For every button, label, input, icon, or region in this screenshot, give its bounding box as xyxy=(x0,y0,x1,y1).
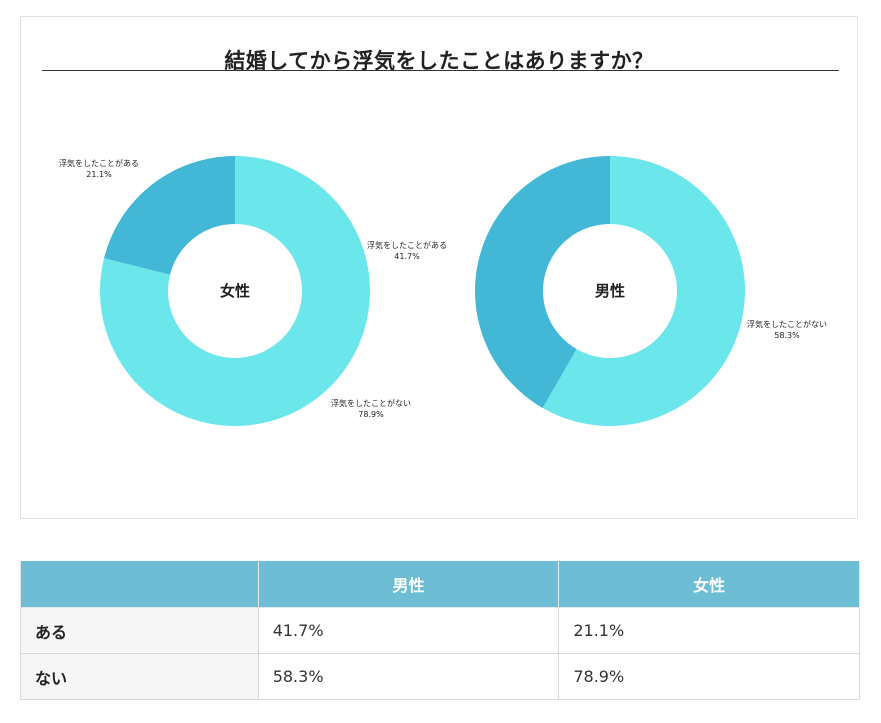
female-slice-label-aru: 浮気をしたことがある xyxy=(59,158,139,168)
data-table: 男性 女性 ある 41.7% 21.1% ない 58.3% 78.9% xyxy=(20,561,860,700)
female-slice-nai xyxy=(100,156,370,426)
male-slice-label-nai: 浮気をしたことがない xyxy=(747,319,827,329)
male-slice-nai xyxy=(542,156,746,426)
cell-female-aru: 21.1% xyxy=(558,607,860,654)
table-header-male: 男性 xyxy=(257,561,560,608)
male-slice-value-aru: 41.7% xyxy=(394,252,420,261)
female-slice-value-aru: 21.1% xyxy=(86,170,112,179)
cell-female-nai: 78.9% xyxy=(558,653,860,700)
table-header-empty xyxy=(20,561,259,608)
male-slice-value-nai: 58.3% xyxy=(774,331,800,340)
row-label-aru: ある xyxy=(20,607,259,654)
male-slice-aru xyxy=(475,156,610,409)
table-header-female: 女性 xyxy=(558,561,860,608)
male-center-label: 男性 xyxy=(595,282,625,300)
male-slice-label-aru: 浮気をしたことがある xyxy=(367,240,447,250)
chart-card: 結婚してから浮気をしたことはありますか？ 浮気をしたことがある 21.1% 浮気をし… xyxy=(20,16,858,519)
donut-female: 浮気をしたことがある 21.1% 浮気をしたことがない 78.9% 女性 xyxy=(59,156,411,426)
donut-male: 浮気をしたことがある 41.7% 浮気をしたことがない 58.3% 男性 xyxy=(367,156,827,426)
cell-male-aru: 41.7% xyxy=(257,607,560,654)
chart-title: 結婚してから浮気をしたことはありますか？ xyxy=(224,49,654,73)
table-row: ない 58.3% 78.9% xyxy=(20,653,860,700)
female-slice-aru xyxy=(104,156,235,275)
cell-male-nai: 58.3% xyxy=(257,653,560,700)
title-divider xyxy=(42,70,839,71)
female-slice-label-nai: 浮気をしたことがない xyxy=(331,398,411,408)
female-center-label: 女性 xyxy=(220,282,250,300)
row-label-nai: ない xyxy=(20,653,259,700)
table-header-row: 男性 女性 xyxy=(20,561,860,608)
female-slice-value-nai: 78.9% xyxy=(358,410,384,419)
table-row: ある 41.7% 21.1% xyxy=(20,607,860,654)
donut-charts: 浮気をしたことがある 21.1% 浮気をしたことがない 78.9% 女性 浮気をしたこと… xyxy=(59,156,827,426)
